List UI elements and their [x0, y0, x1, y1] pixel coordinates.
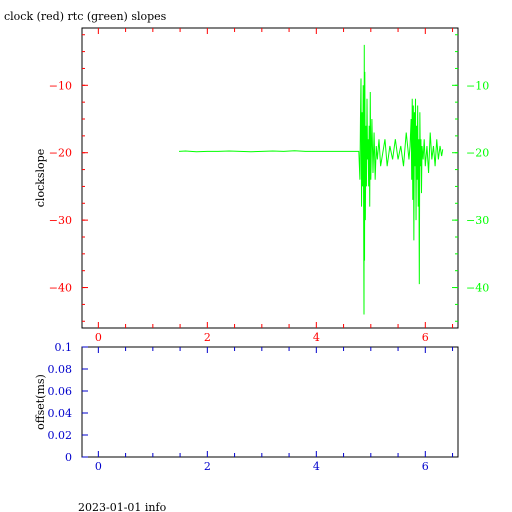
x-tick-label: 2 [204, 331, 211, 344]
y-tick-label-right: −30 [466, 214, 489, 227]
y-tick-label-right: −20 [466, 147, 489, 160]
y-tick-label: 0 [65, 451, 72, 464]
y-tick-label: −20 [49, 147, 72, 160]
x-tick-label: 6 [422, 460, 429, 473]
offset-chart: 0 2 4 6 0 0.02 0.04 0.06 0.08 0.1 offset(ms) [34, 341, 459, 473]
x-tick-label: 2 [204, 460, 211, 473]
y-axis-label: offset(ms) [34, 374, 47, 430]
y-tick-label: −10 [49, 79, 72, 92]
y-axis-label: clockslope [34, 149, 47, 207]
y-tick-label-right: −10 [466, 79, 489, 92]
y-tick-label: 0.1 [55, 341, 73, 354]
y-tick-label: 0.04 [48, 407, 73, 420]
x-tick-label: 6 [422, 331, 429, 344]
x-tick-label: 0 [95, 331, 102, 344]
y-tick-label: 0.06 [48, 385, 73, 398]
slope-chart: 0 2 4 6 −40 −40 −30 −30 −20 −20 −10 −10 clockslope [34, 27, 489, 344]
series-line [178, 44, 444, 315]
y-tick-label: 0.08 [48, 363, 73, 376]
footer-label: 2023-01-01 info [78, 501, 167, 512]
x-tick-label: 0 [95, 460, 102, 473]
x-tick-label: 4 [313, 460, 320, 473]
plot-frame [81, 346, 459, 458]
x-tick-label: 4 [313, 331, 320, 344]
y-tick-label: −40 [49, 282, 72, 295]
chart-title: clock (red) rtc (green) slopes [4, 10, 167, 23]
y-tick-label: −30 [49, 214, 72, 227]
y-tick-label-right: −40 [466, 282, 489, 295]
y-tick-label: 0.02 [48, 429, 73, 442]
plot-frame [81, 27, 459, 329]
